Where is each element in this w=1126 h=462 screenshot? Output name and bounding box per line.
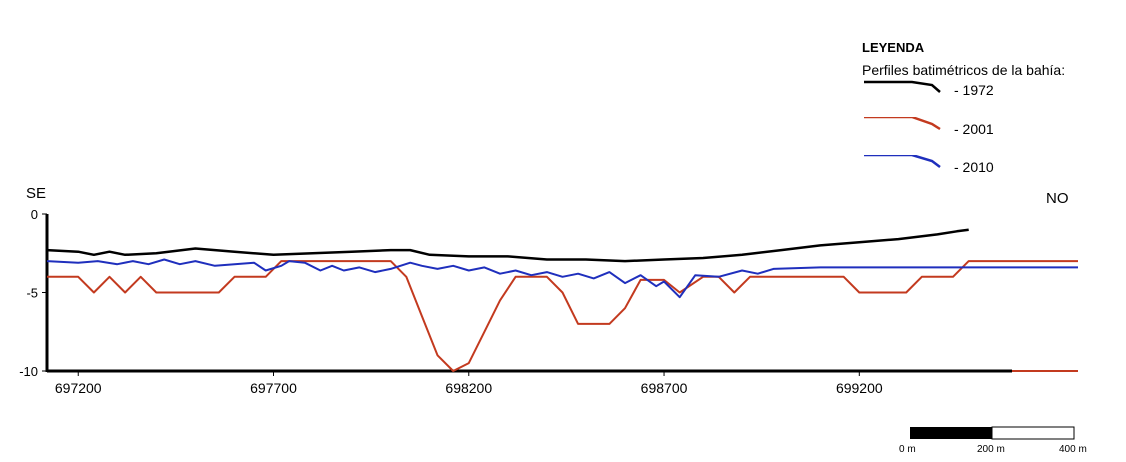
scale-bar: 0 m 200 m 400 m: [899, 426, 1087, 455]
legend-title: LEYENDA: [862, 40, 925, 55]
right-direction-label: NO: [1046, 190, 1069, 207]
scale-label-400: 400 m: [1059, 444, 1087, 455]
x-tick-label: 697700: [250, 380, 297, 396]
legend-label-2010: - 2010: [954, 159, 994, 175]
y-tick-label: -5: [26, 286, 38, 301]
series-line-2001: [47, 260, 1078, 372]
scale-bar-white: [991, 426, 1075, 440]
y-tick-label: -10: [19, 364, 38, 379]
legend-item-2010: - 2010: [862, 155, 1102, 179]
series-line-2010: [46, 258, 1078, 299]
series-line-1972: [46, 228, 969, 263]
x-tick-label: 697200: [55, 380, 102, 396]
x-tick-label: 698200: [445, 380, 492, 396]
scale-label-200: 200 m: [977, 444, 1005, 455]
legend-label-2001: - 2001: [954, 121, 994, 137]
legend-subtitle: Perfiles batimétricos de la bahía:: [862, 62, 1066, 78]
x-tick-label: 698700: [641, 380, 688, 396]
legend-item-1972: - 1972: [862, 78, 1102, 102]
left-direction-label: SE: [26, 185, 47, 202]
scale-label-0: 0 m: [899, 444, 916, 455]
legend-swatch-1972: [864, 80, 941, 93]
legend-swatch-2010: [864, 155, 941, 168]
legend-swatch-2001: [864, 117, 941, 131]
legend-item-2001: - 2001: [862, 117, 1102, 141]
y-tick-label: 0: [31, 207, 38, 222]
x-tick-label: 699200: [836, 380, 883, 396]
scale-bar-black: [910, 427, 992, 439]
legend-label-1972: - 1972: [954, 82, 994, 98]
